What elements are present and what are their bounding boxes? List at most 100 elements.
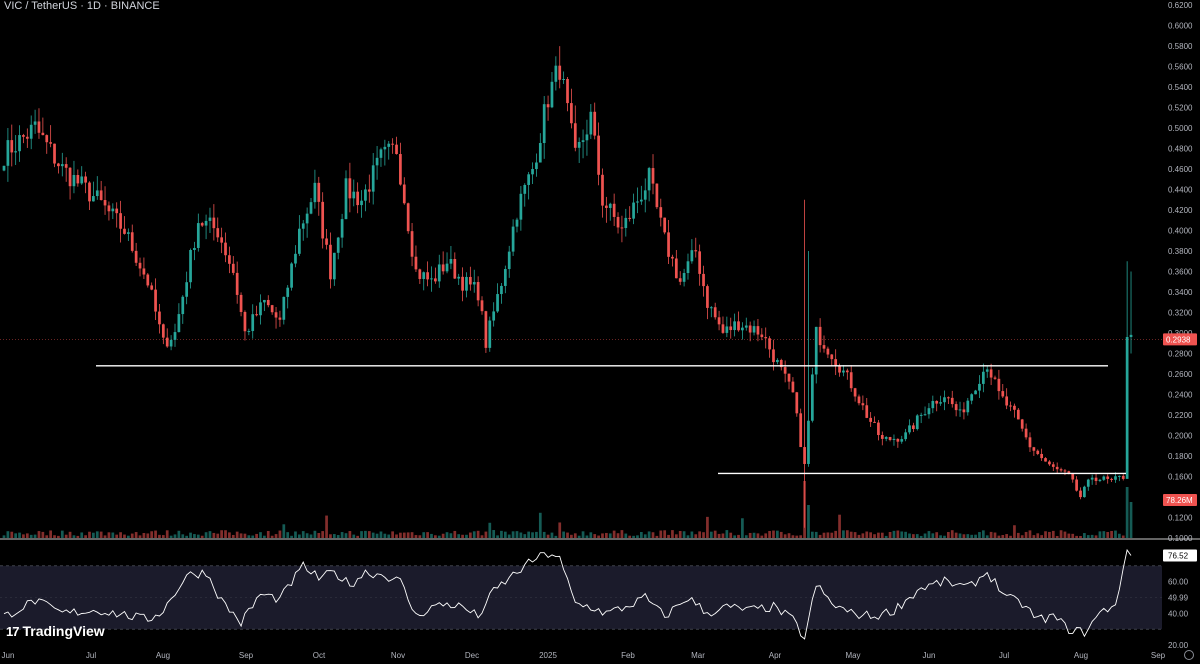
volume-bar <box>1040 535 1043 538</box>
volume-bar <box>779 531 783 538</box>
candle-body <box>538 143 542 163</box>
volume-bar <box>29 534 33 538</box>
candle-body <box>1125 337 1129 479</box>
volume-bar <box>165 530 169 538</box>
volume-bar <box>822 532 826 538</box>
candle-body <box>10 140 14 153</box>
candle-body <box>993 377 997 379</box>
candle-body <box>154 289 157 312</box>
candle-body <box>305 213 309 224</box>
volume-bar <box>585 535 589 538</box>
candle-body <box>161 324 165 338</box>
candle-body <box>53 143 56 164</box>
volume-bar <box>1114 530 1117 538</box>
volume-bar <box>702 532 705 538</box>
candle-body <box>888 437 892 440</box>
candle-body <box>286 287 290 297</box>
y-tick-label: 0.1200 <box>1168 514 1193 523</box>
y-tick-label: 0.4400 <box>1168 186 1193 195</box>
candle-body <box>713 307 717 318</box>
volume-bar <box>228 532 231 538</box>
settings-icon[interactable] <box>1184 650 1194 660</box>
volume-bar <box>772 530 775 538</box>
volume-bar <box>1067 533 1071 538</box>
volume-bar <box>667 534 670 538</box>
volume-bar <box>1118 533 1121 538</box>
y-tick-label: 0.1600 <box>1168 473 1193 482</box>
volume-bar <box>554 535 558 538</box>
candle-body <box>655 183 659 208</box>
candle-body <box>1075 479 1078 491</box>
candle-body <box>919 414 923 416</box>
volume-bar <box>636 535 639 538</box>
rsi-tick-label: 49.99 <box>1168 594 1189 603</box>
candle-body <box>406 203 410 232</box>
candle-body <box>764 337 768 339</box>
volume-bar <box>115 534 119 538</box>
candle-body <box>845 370 849 373</box>
x-tick-label: Oct <box>313 651 326 660</box>
candle-body <box>974 390 977 395</box>
candle-body <box>869 417 873 422</box>
candle-body <box>476 282 480 301</box>
volume-bar <box>892 530 896 538</box>
volume-bar <box>966 534 970 538</box>
volume-bar <box>643 534 647 538</box>
candle-body <box>1036 450 1040 454</box>
tradingview-logo-text: TradingView <box>22 623 105 639</box>
volume-bar <box>717 533 721 538</box>
volume-bar <box>1028 530 1032 538</box>
candle-body <box>33 121 37 125</box>
volume-bar <box>340 532 344 538</box>
candle-body <box>239 294 243 312</box>
volume-bar <box>496 535 499 538</box>
candle-body <box>344 178 348 220</box>
rsi-value-label: 76.52 <box>1168 552 1189 561</box>
volume-bar <box>733 535 736 538</box>
volume-bar <box>80 532 84 538</box>
candle-body <box>857 396 861 404</box>
volume-bar <box>674 534 678 538</box>
candle-body <box>756 326 760 335</box>
candle-body <box>37 121 41 133</box>
volume-bar <box>678 530 682 538</box>
candle-body <box>1005 396 1009 406</box>
candle-body <box>68 167 72 187</box>
candle-body <box>678 278 682 282</box>
candle-body <box>1048 461 1051 465</box>
volume-bar <box>608 533 612 538</box>
volume-bar <box>107 532 111 538</box>
candle-body <box>1001 391 1005 397</box>
candle-body <box>674 258 678 279</box>
volume-bar <box>406 532 410 538</box>
volume-bar <box>84 535 87 538</box>
candle-body <box>111 208 115 212</box>
volume-bar <box>313 530 317 538</box>
candle-body <box>426 272 429 280</box>
candle-body <box>332 252 336 280</box>
candle-body <box>511 226 515 252</box>
candle-body <box>1071 473 1075 480</box>
volume-bar <box>1032 535 1036 538</box>
volume-bar <box>826 532 830 538</box>
volume-bar <box>476 530 480 538</box>
candle-body <box>301 223 305 229</box>
volume-bar <box>53 535 56 538</box>
volume-bar <box>395 534 398 538</box>
candle-body <box>41 132 45 136</box>
volume-bar <box>842 530 845 538</box>
candle-body <box>880 435 884 439</box>
candle-body <box>915 415 919 429</box>
candle-body <box>181 296 185 315</box>
volume-bar <box>713 530 717 538</box>
candle-body <box>123 228 126 234</box>
volume-bar <box>259 532 262 538</box>
volume-bar <box>57 535 60 538</box>
candle-body <box>391 143 394 145</box>
candle-body <box>803 447 806 464</box>
volume-bar <box>138 535 142 538</box>
volume-bar <box>379 531 383 538</box>
volume-bar <box>974 534 977 538</box>
candle-body <box>978 383 981 391</box>
